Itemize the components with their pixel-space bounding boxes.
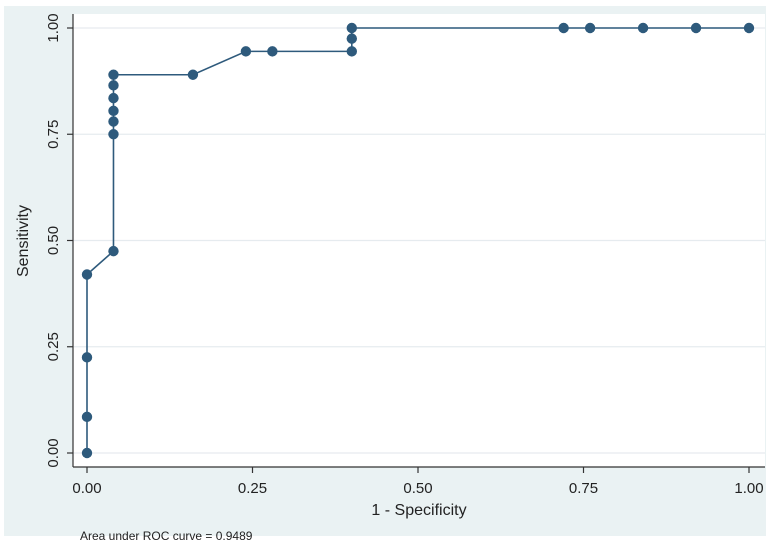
data-point-2	[81, 352, 93, 363]
y-tick-label-0: 0.00	[45, 438, 62, 467]
x-axis-ticks: 0.00 0.25 0.50 0.75 1.00	[72, 467, 764, 497]
data-point-17	[558, 22, 569, 34]
data-point-14	[346, 46, 357, 57]
x-tick-label-0: 0.00	[72, 480, 101, 497]
data-point-0	[81, 447, 93, 459]
x-axis-title: 1 - Specificity	[371, 502, 466, 519]
data-point-18	[584, 22, 596, 34]
data-point-5	[108, 129, 119, 140]
data-point-15	[346, 33, 357, 44]
data-point-9	[108, 80, 119, 91]
y-tick-label-2: 0.50	[45, 226, 62, 255]
y-axis-ticks: 0.00 0.25 0.50 0.75 1.00	[45, 13, 73, 468]
x-tick-label-1: 0.25	[238, 480, 267, 497]
x-tick-label-4: 1.00	[734, 480, 763, 497]
data-point-4	[108, 245, 119, 257]
data-point-8	[108, 92, 119, 104]
x-tick-label-2: 0.50	[403, 480, 432, 497]
series-group	[81, 22, 755, 459]
data-point-11	[187, 69, 199, 80]
data-point-10	[108, 69, 119, 80]
x-tick-label-3: 0.75	[569, 480, 598, 497]
y-axis-title: Sensitivity	[15, 205, 32, 277]
data-point-6	[108, 116, 119, 127]
data-point-16	[346, 22, 357, 34]
y-tick-label-4: 1.00	[45, 13, 62, 42]
auc-annotation: Area under ROC curve = 0.9489	[80, 529, 253, 543]
data-point-20	[690, 22, 702, 34]
data-point-3	[81, 269, 93, 280]
data-point-19	[637, 22, 649, 34]
y-tick-label-3: 0.75	[45, 120, 62, 149]
data-point-7	[108, 105, 119, 117]
data-point-1	[81, 411, 93, 423]
data-point-12	[240, 46, 252, 57]
y-tick-label-1: 0.25	[45, 332, 62, 361]
series-line-0	[86, 27, 749, 453]
data-point-13	[267, 46, 278, 57]
data-point-21	[743, 22, 755, 34]
